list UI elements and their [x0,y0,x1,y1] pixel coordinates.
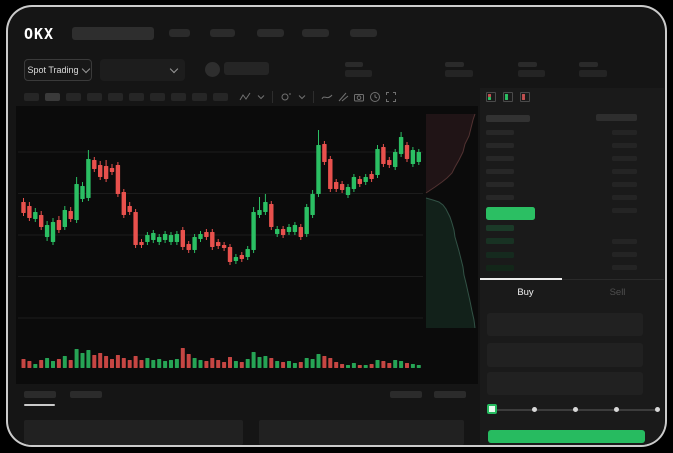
orderbook-header-skeleton [596,114,637,121]
nav-item-skeleton[interactable] [257,29,284,37]
slider-stop-dot[interactable] [572,407,578,412]
tab-divider [480,279,664,280]
toolbar-interval-skeleton[interactable] [192,93,207,101]
orderbook-row-skeleton [612,182,637,187]
indicator-icon[interactable] [280,91,292,103]
ask-row-skeleton [486,130,514,135]
order-input-skeleton[interactable] [487,313,643,336]
toolbar-interval-skeleton[interactable] [129,93,144,101]
chevron-down-icon[interactable] [296,91,308,103]
market-stat-skeleton [579,70,607,77]
order-input-skeleton[interactable] [487,372,643,395]
device-frame: OKX Spot Trading Buy Sell [6,5,667,447]
chevron-down-icon[interactable] [255,91,267,103]
bottom-tab-skeleton[interactable] [390,391,422,398]
market-type-label: Spot Trading [27,65,79,75]
market-stat-skeleton [345,70,372,77]
toolbar-interval-skeleton[interactable] [45,93,60,101]
toolbar-interval-skeleton[interactable] [24,93,39,101]
toolbar-interval-skeleton[interactable] [150,93,165,101]
bottom-tab-skeleton[interactable] [434,391,466,398]
market-stat-skeleton [518,70,545,77]
market-stat-skeleton [345,62,363,67]
ask-row-skeleton [486,143,514,148]
orderbook-row-skeleton [612,156,637,161]
orderbook-row-skeleton [612,169,637,174]
market-stat-skeleton [445,62,464,67]
tab-buy[interactable]: Buy [517,287,534,298]
toolbar-interval-skeleton[interactable] [87,93,102,101]
amount-slider-handle[interactable] [487,404,497,414]
orderbook-row-skeleton [612,130,637,135]
book-bids-view-icon[interactable] [503,92,513,102]
pair-selector-dropdown[interactable] [100,59,185,81]
chevron-down-icon [81,64,90,73]
candle-style-icon[interactable] [239,91,251,103]
orderbook-row-skeleton [612,208,637,213]
draw-tools-icon[interactable] [337,91,349,103]
orderbook-row-skeleton [612,143,637,148]
bottom-panel-skeleton [259,420,464,445]
last-price-bar [486,207,535,220]
ask-row-skeleton [486,169,514,174]
screen: OKX Spot Trading Buy Sell [8,7,665,445]
bid-row-skeleton [486,225,514,231]
orderbook-header-skeleton [486,115,530,122]
orderbook-row-skeleton [612,252,637,257]
nav-item-skeleton[interactable] [350,29,377,37]
ask-row-skeleton [486,156,514,161]
bottom-panel-skeleton [24,420,243,445]
bid-row-skeleton [486,265,514,271]
order-input-skeleton[interactable] [487,343,643,367]
toolbar-interval-skeleton[interactable] [213,93,228,101]
toolbar-interval-skeleton[interactable] [171,93,186,101]
orderbook-row-skeleton [612,195,637,200]
book-asks-view-icon[interactable] [520,92,530,102]
orderbook-row-skeleton [612,265,637,270]
chevron-down-icon [169,64,179,73]
toolbar-divider [313,91,314,103]
ask-row-skeleton [486,182,514,187]
okx-logo: OKX [24,25,55,43]
buy-tab-underline [480,278,562,280]
slider-stop-dot[interactable] [613,407,619,412]
line-tool-icon[interactable] [321,91,333,103]
market-stat-skeleton [518,62,537,67]
market-stat-skeleton [579,62,598,67]
fullscreen-icon[interactable] [385,91,397,103]
bottom-tab-skeleton[interactable] [70,391,102,398]
slider-stop-dot[interactable] [654,407,660,412]
bid-row-skeleton [486,238,514,244]
active-bottom-tab-underline [24,404,55,406]
nav-item-skeleton[interactable] [302,29,329,37]
chart-panel [16,106,478,384]
camera-icon[interactable] [353,91,365,103]
pair-name-skeleton [224,62,269,75]
market-stat-skeleton [445,70,473,77]
toolbar-interval-skeleton[interactable] [66,93,81,101]
nav-item-skeleton[interactable] [169,29,190,37]
toolbar-interval-skeleton[interactable] [108,93,123,101]
bottom-tab-skeleton[interactable] [24,391,56,398]
toolbar-divider [272,91,273,103]
tab-sell[interactable]: Sell [609,287,626,298]
ask-row-skeleton [486,195,514,200]
bid-row-skeleton [486,252,514,258]
market-type-selector[interactable]: Spot Trading [24,59,92,81]
nav-item-skeleton[interactable] [72,27,154,40]
clock-icon[interactable] [369,91,381,103]
buy-submit-button[interactable] [488,430,645,443]
orderbook-row-skeleton [612,239,637,244]
nav-item-skeleton[interactable] [210,29,235,37]
book-combined-view-icon[interactable] [486,92,496,102]
slider-stop-dot[interactable] [531,407,537,412]
coin-avatar [205,62,220,77]
